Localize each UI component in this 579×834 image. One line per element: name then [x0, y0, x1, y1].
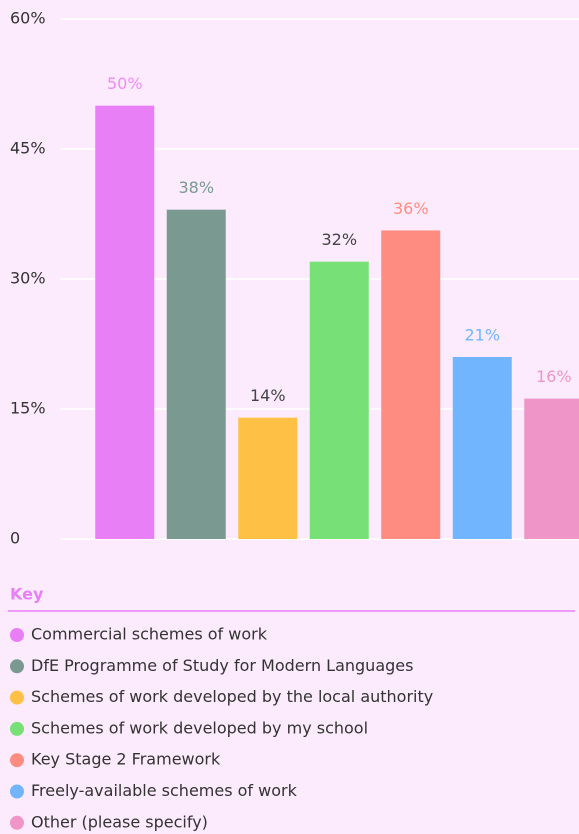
y-tick-label: 30%	[10, 269, 46, 288]
bar	[524, 398, 579, 539]
legend-swatch	[10, 690, 24, 705]
y-tick-label: 45%	[10, 139, 46, 158]
y-tick-label: 60%	[10, 9, 46, 28]
legend-label: DfE Programme of Study for Modern Langua…	[31, 656, 413, 675]
value-label: 16%	[536, 367, 572, 386]
legend-swatch	[10, 659, 24, 674]
legend-label: Commercial schemes of work	[31, 625, 268, 644]
value-label: 38%	[178, 178, 214, 197]
bar	[95, 105, 155, 540]
value-label: 36%	[393, 199, 429, 218]
value-label: 14%	[250, 386, 286, 405]
legend-swatch	[10, 753, 24, 768]
legend-swatch	[10, 784, 24, 799]
legend-title: Key	[10, 585, 44, 604]
value-label: 50%	[107, 74, 143, 93]
y-tick-label: 15%	[10, 399, 46, 418]
bar	[166, 209, 226, 539]
legend-label: Schemes of work developed by my school	[31, 718, 368, 737]
legend-swatch	[10, 815, 24, 830]
bar	[381, 230, 441, 539]
legend-swatch	[10, 721, 24, 736]
legend-label: Freely-available schemes of work	[31, 781, 298, 800]
legend-label: Schemes of work developed by the local a…	[31, 687, 433, 706]
legend-label: Other (please specify)	[31, 812, 208, 831]
value-label: 32%	[321, 230, 357, 249]
bar	[309, 261, 369, 539]
value-label: 21%	[464, 326, 500, 345]
legend-label: Key Stage 2 Framework	[31, 750, 221, 769]
bar	[452, 357, 512, 539]
bar	[238, 417, 298, 539]
legend-swatch	[10, 628, 24, 642]
y-tick-label: 0	[10, 529, 20, 548]
